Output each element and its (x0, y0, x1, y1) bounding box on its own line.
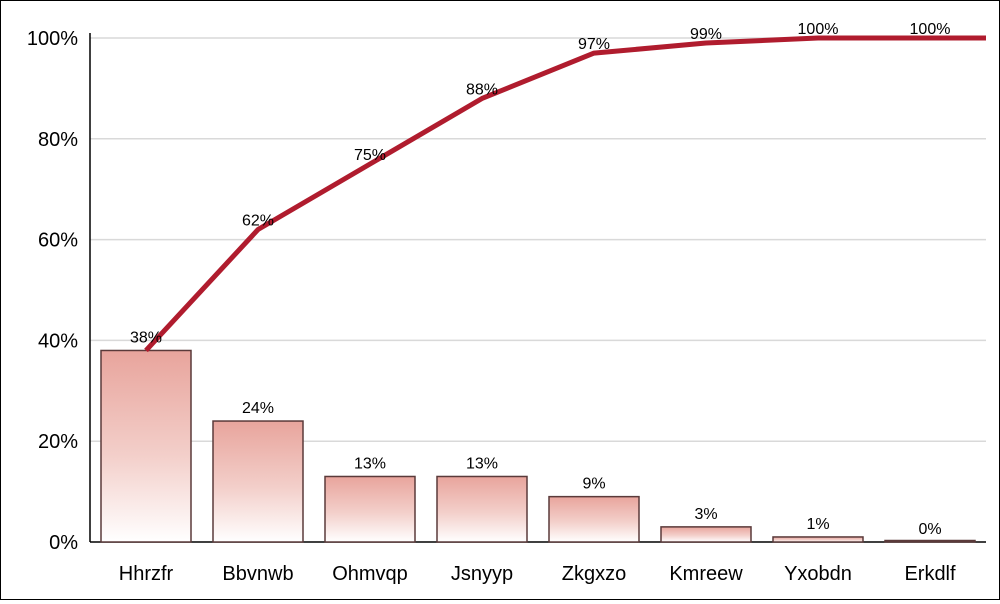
x-tick-label: Jsnyyp (451, 563, 513, 585)
cumulative-value-label: 88% (466, 81, 498, 98)
bar (772, 536, 864, 543)
bar (660, 526, 752, 543)
data-labels: 38% 24% 13% 13% 9% 3% 1% 0% 62% 75% 88% 97% 99% 100% 1… (130, 21, 950, 538)
bar (100, 349, 192, 543)
x-tick-label: Kmreew (669, 563, 743, 585)
cumulative-value-label: 99% (690, 26, 722, 43)
y-tick-label: 40% (38, 330, 78, 352)
cumulative-value-label: 100% (910, 21, 951, 38)
cumulative-value-label: 75% (354, 147, 386, 164)
cumulative-series-line (144, 35, 986, 353)
bar (548, 495, 640, 543)
bar-value-label: 9% (582, 476, 605, 493)
bar-value-label: 13% (466, 455, 498, 472)
cumulative-value-label: 62% (242, 213, 274, 230)
x-tick-label: Bbvnwb (222, 563, 293, 585)
bar-value-label: 0% (918, 521, 941, 538)
cumulative-value-label: 100% (798, 21, 839, 38)
y-tick-label: 20% (38, 431, 78, 453)
bar-value-label: 38% (130, 329, 162, 346)
y-tick-label: 60% (38, 230, 78, 252)
cumulative-line (144, 35, 986, 353)
x-tick-label: Zkgxzo (562, 563, 626, 585)
bar-value-label: 24% (242, 400, 274, 417)
x-tick-label: Yxobdn (784, 563, 852, 585)
y-tick-label: 80% (38, 129, 78, 151)
y-tick-label: 0% (49, 532, 78, 554)
axes: 0% 20% 40% 60% 80% 100% Hhrzfr Bbvnwb Ohmvqp Jsny… (27, 28, 986, 585)
bar-value-label: 3% (694, 506, 717, 523)
bar-value-label: 1% (806, 516, 829, 533)
bar (436, 475, 528, 543)
cumulative-value-label: 97% (578, 36, 610, 53)
bar (884, 539, 976, 543)
x-tick-label: Erkdlf (904, 563, 956, 585)
x-tick-label: Ohmvqp (332, 563, 408, 585)
gridlines (90, 37, 986, 442)
bar (324, 475, 416, 543)
x-tick-label: Hhrzfr (119, 563, 174, 585)
bar-value-label: 13% (354, 455, 386, 472)
bar (212, 420, 304, 543)
y-tick-label: 100% (27, 28, 78, 50)
bars (100, 349, 976, 543)
